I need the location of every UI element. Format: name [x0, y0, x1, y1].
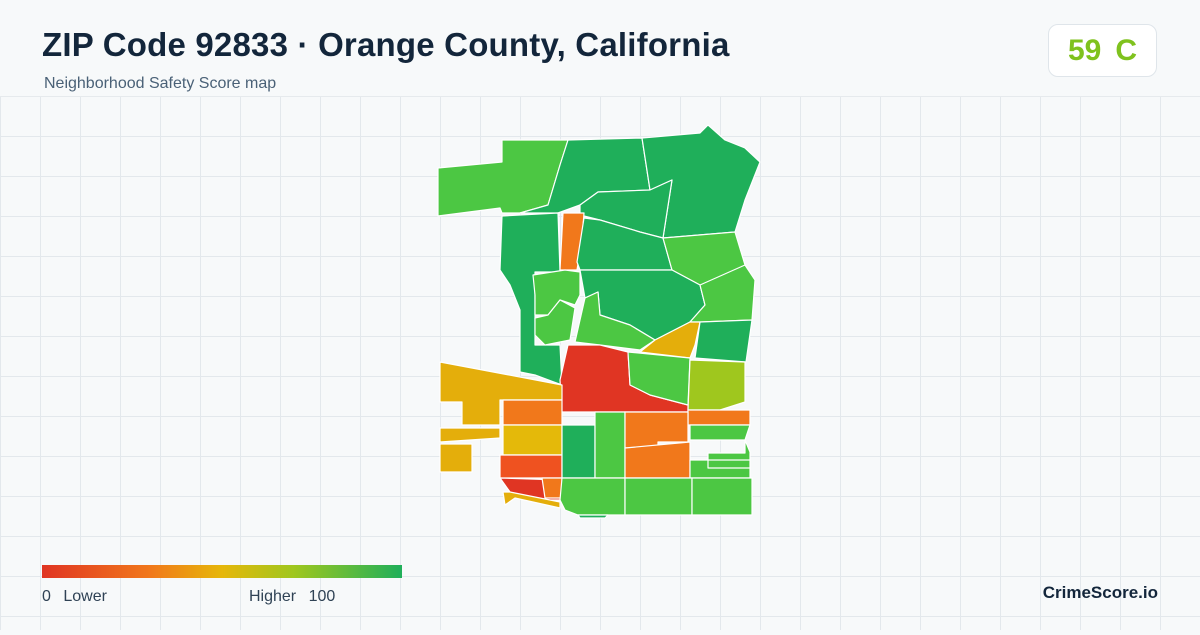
- map-region[interactable]: [627, 351, 691, 406]
- page-title: ZIP Code 92833 · Orange County, Californ…: [42, 26, 730, 63]
- map-region[interactable]: [559, 477, 626, 516]
- score-grade: C: [1115, 33, 1138, 67]
- map-region[interactable]: [502, 491, 561, 509]
- legend-high: Higher 100: [249, 588, 335, 606]
- map-region[interactable]: [594, 411, 626, 479]
- map-region[interactable]: [689, 424, 751, 479]
- legend-low: 0 Lower: [42, 588, 107, 606]
- legend-high-label: Higher: [249, 588, 297, 605]
- map-region[interactable]: [499, 454, 563, 479]
- map-region[interactable]: [687, 409, 751, 426]
- map-region[interactable]: [532, 269, 581, 316]
- map-region[interactable]: [534, 299, 576, 346]
- map-region[interactable]: [439, 427, 501, 443]
- map-region[interactable]: [561, 424, 596, 479]
- legend-low-label: Lower: [63, 588, 107, 605]
- map-region[interactable]: [541, 477, 563, 499]
- legend-high-value: 100: [308, 588, 336, 605]
- map-region[interactable]: [439, 361, 563, 426]
- page-subtitle: Neighborhood Safety Score map: [44, 75, 277, 92]
- safety-score-badge: 59 C: [1048, 24, 1157, 77]
- legend-gradient-bar: [42, 565, 402, 578]
- legend-low-value: 0: [42, 588, 51, 605]
- map-region[interactable]: [624, 477, 693, 516]
- map-region[interactable]: [577, 514, 609, 519]
- map-region[interactable]: [502, 424, 563, 456]
- map-region[interactable]: [694, 319, 753, 363]
- brand-logo-text[interactable]: CrimeScore.io: [1042, 583, 1158, 602]
- map-region[interactable]: [624, 441, 691, 479]
- map-region[interactable]: [687, 359, 746, 411]
- map-region[interactable]: [439, 443, 473, 473]
- map-region[interactable]: [502, 399, 563, 426]
- header: ZIP Code 92833 · Orange County, Californ…: [0, 0, 1200, 97]
- score-value: 59: [1067, 33, 1102, 67]
- map-region[interactable]: [691, 477, 753, 516]
